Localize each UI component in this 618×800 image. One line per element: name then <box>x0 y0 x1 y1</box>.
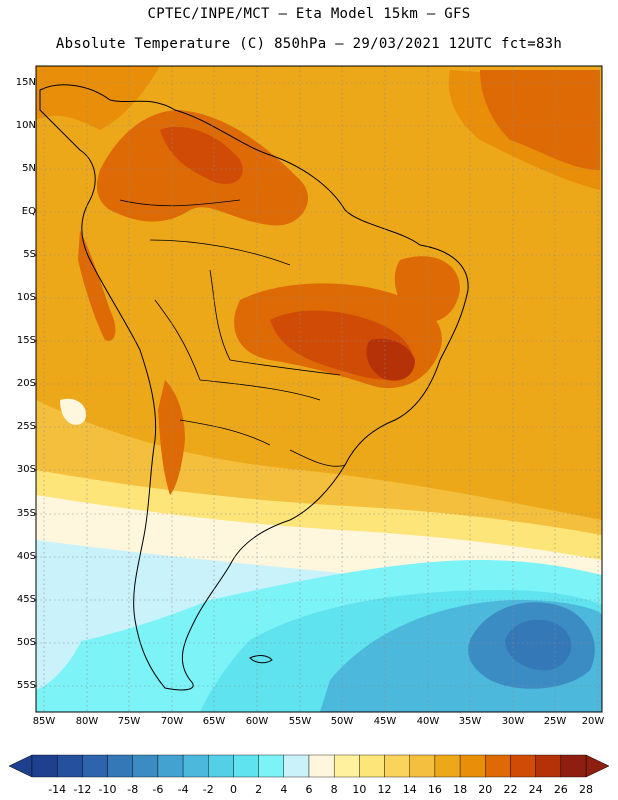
colorbar <box>8 754 610 778</box>
colorbar-tick-label: -2 <box>202 783 214 796</box>
colorbar-swatch <box>359 754 385 778</box>
lat-tick: 30S <box>16 464 36 475</box>
colorbar-tick-label: 14 <box>402 783 417 796</box>
colorbar-swatch <box>384 754 410 778</box>
temperature-field <box>36 66 602 712</box>
colorbar-swatch <box>82 754 108 778</box>
colorbar-tick-label: 12 <box>377 783 392 796</box>
lat-tick: 55S <box>16 680 36 691</box>
lon-tick: 20W <box>581 716 605 727</box>
colorbar-tick-label: 10 <box>352 783 367 796</box>
hot-peru-coast <box>78 230 116 341</box>
colorbar-tick-label: 22 <box>503 783 518 796</box>
colorbar-tick-label: -10 <box>98 783 117 796</box>
lon-tick: 60W <box>245 716 269 727</box>
colorbar-tick-label: 20 <box>478 783 493 796</box>
colorbar-swatch <box>31 754 58 778</box>
lon-tick: 70W <box>160 716 184 727</box>
colorbar-low-arrow <box>8 754 33 778</box>
lon-tick: 85W <box>32 716 56 727</box>
colorbar-tick-label: 2 <box>255 783 263 796</box>
lat-tick: 5S <box>23 249 36 260</box>
lon-tick: 25W <box>543 716 567 727</box>
chart-title-line-1: CPTEC/INPE/MCT – Eta Model 15km – GFS <box>147 6 471 22</box>
coastline <box>39 84 469 691</box>
colorbar-swatch <box>182 754 209 778</box>
colorbar-swatch <box>157 754 184 778</box>
hot-ocean-north <box>480 70 600 170</box>
colorbar-swatch <box>107 754 133 778</box>
colorbar-tick-label: -8 <box>127 783 139 796</box>
colorbar-swatch <box>308 754 335 778</box>
colorbar-high-arrow <box>585 754 610 778</box>
colorbar-swatch <box>434 754 461 778</box>
caribbean-warm <box>36 66 160 130</box>
colorbar-tick-label: 18 <box>453 783 468 796</box>
country-borders <box>119 199 346 467</box>
lon-tick: 65W <box>202 716 226 727</box>
colorbar-swatch <box>283 754 310 778</box>
chart-title-line-2: Absolute Temperature (C) 850hPa – 29/03/… <box>55 36 563 52</box>
pacific-cool-spot <box>60 398 86 425</box>
colorbar-tick-label: 0 <box>229 783 237 796</box>
hot-northeast <box>394 256 460 322</box>
lat-tick: 35S <box>16 508 36 519</box>
colorbar-swatch <box>485 754 511 778</box>
lon-tick: 55W <box>288 716 312 727</box>
colorbar-swatch <box>233 754 259 778</box>
lon-tick: 40W <box>416 716 440 727</box>
colorbar-tick-label: 16 <box>427 783 442 796</box>
lat-tick: 15S <box>16 335 36 346</box>
lat-tick: 10N <box>15 120 36 131</box>
lat-tick: 15N <box>15 77 36 88</box>
colorbar-tick-label: 28 <box>579 783 593 796</box>
lon-tick: 30W <box>501 716 525 727</box>
falkland-islands <box>249 655 273 664</box>
colorbar-swatch <box>333 754 360 778</box>
lon-tick: 75W <box>117 716 141 727</box>
colorbar-swatch <box>535 754 562 778</box>
lon-tick: 45W <box>373 716 397 727</box>
colorbar-tick-label: -12 <box>73 783 92 796</box>
hot-andes <box>158 380 185 495</box>
colorbar-swatch <box>409 754 436 778</box>
colorbar-tick-label: 4 <box>280 783 288 796</box>
colorbar-tick-label: 8 <box>330 783 338 796</box>
colorbar-tick-label: 6 <box>305 783 313 796</box>
lat-tick: 25S <box>16 421 36 432</box>
colorbar-swatch <box>510 754 536 778</box>
colorbar-swatch <box>56 754 83 778</box>
lat-tick: 20S <box>16 378 36 389</box>
lat-tick: 40S <box>16 551 36 562</box>
colorbar-tick-label: 26 <box>553 783 568 796</box>
cold-cyclone-core <box>505 619 572 671</box>
hottest-central <box>366 338 415 381</box>
hotter-north <box>160 126 243 184</box>
map-frame <box>35 65 603 713</box>
lon-tick: 50W <box>330 716 354 727</box>
colorbar-tick-label: -6 <box>152 783 164 796</box>
colorbar-swatch <box>258 754 285 778</box>
pacific-cool <box>36 560 90 690</box>
lat-tick: 50S <box>16 637 36 648</box>
colorbar-tick-label: -14 <box>48 783 67 796</box>
colorbar-swatch <box>459 754 486 778</box>
colorbar-swatch <box>560 754 587 778</box>
colorbar-swatch <box>132 754 159 778</box>
lon-tick: 80W <box>75 716 99 727</box>
lat-tick: 5N <box>22 163 36 174</box>
lat-tick: 10S <box>16 292 36 303</box>
colorbar-tick-label: 24 <box>528 783 543 796</box>
colorbar-swatch <box>208 754 234 778</box>
lat-tick: EQ <box>21 206 36 217</box>
lon-tick: 35W <box>458 716 482 727</box>
colorbar-tick-label: -4 <box>177 783 189 796</box>
lat-tick: 45S <box>16 594 36 605</box>
